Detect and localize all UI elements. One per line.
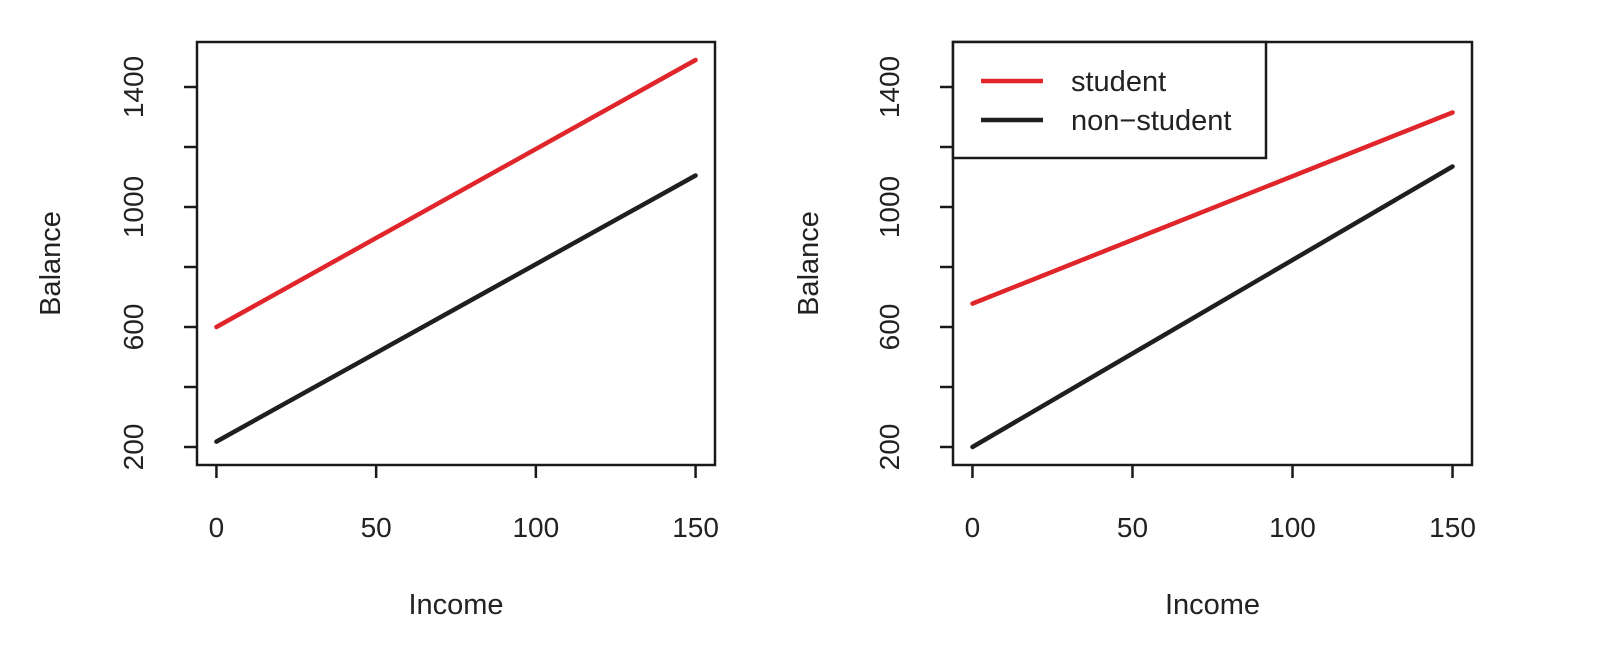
x-tick-label: 100 xyxy=(1269,512,1316,543)
x-tick-label: 0 xyxy=(965,512,981,543)
y-tick-label: 600 xyxy=(874,304,905,351)
x-tick-label: 150 xyxy=(1429,512,1476,543)
series-line-student xyxy=(970,110,1455,306)
y-tick-label: 1400 xyxy=(118,56,149,118)
x-axis-title: Income xyxy=(408,589,503,621)
x-tick-label: 50 xyxy=(1117,512,1148,543)
legend-box xyxy=(951,40,1268,160)
y-tick-label: 1400 xyxy=(874,56,905,118)
y-tick-label: 200 xyxy=(874,424,905,471)
x-axis-title: Income xyxy=(1165,589,1260,621)
x-tick-label: 50 xyxy=(361,512,392,543)
y-axis-title: Balance xyxy=(793,211,825,316)
y-tick-label: 1000 xyxy=(874,176,905,238)
y-tick-label: 1000 xyxy=(118,176,149,238)
plot-frame xyxy=(195,40,717,467)
legend: student non−student xyxy=(951,40,1268,160)
y-tick-label: 200 xyxy=(118,424,149,471)
y-axis-title: Balance xyxy=(35,211,67,316)
x-tick-label: 0 xyxy=(209,512,225,543)
y-tick-label: 600 xyxy=(118,304,149,351)
legend-label: non−student xyxy=(1071,105,1231,137)
series-line-non-student xyxy=(214,173,698,444)
series-line-student xyxy=(214,57,698,330)
panel-1: 0 50 100 150 200 600 1000 1400 Income Balance xyxy=(35,40,719,621)
x-tick-label: 100 xyxy=(512,512,559,543)
panel-2: 0 50 100 150 200 600 1000 1400 Income Balance stud… xyxy=(793,40,1476,621)
x-tick-label: 150 xyxy=(672,512,719,543)
legend-label: student xyxy=(1071,66,1166,98)
series-line-non-student xyxy=(970,164,1455,450)
